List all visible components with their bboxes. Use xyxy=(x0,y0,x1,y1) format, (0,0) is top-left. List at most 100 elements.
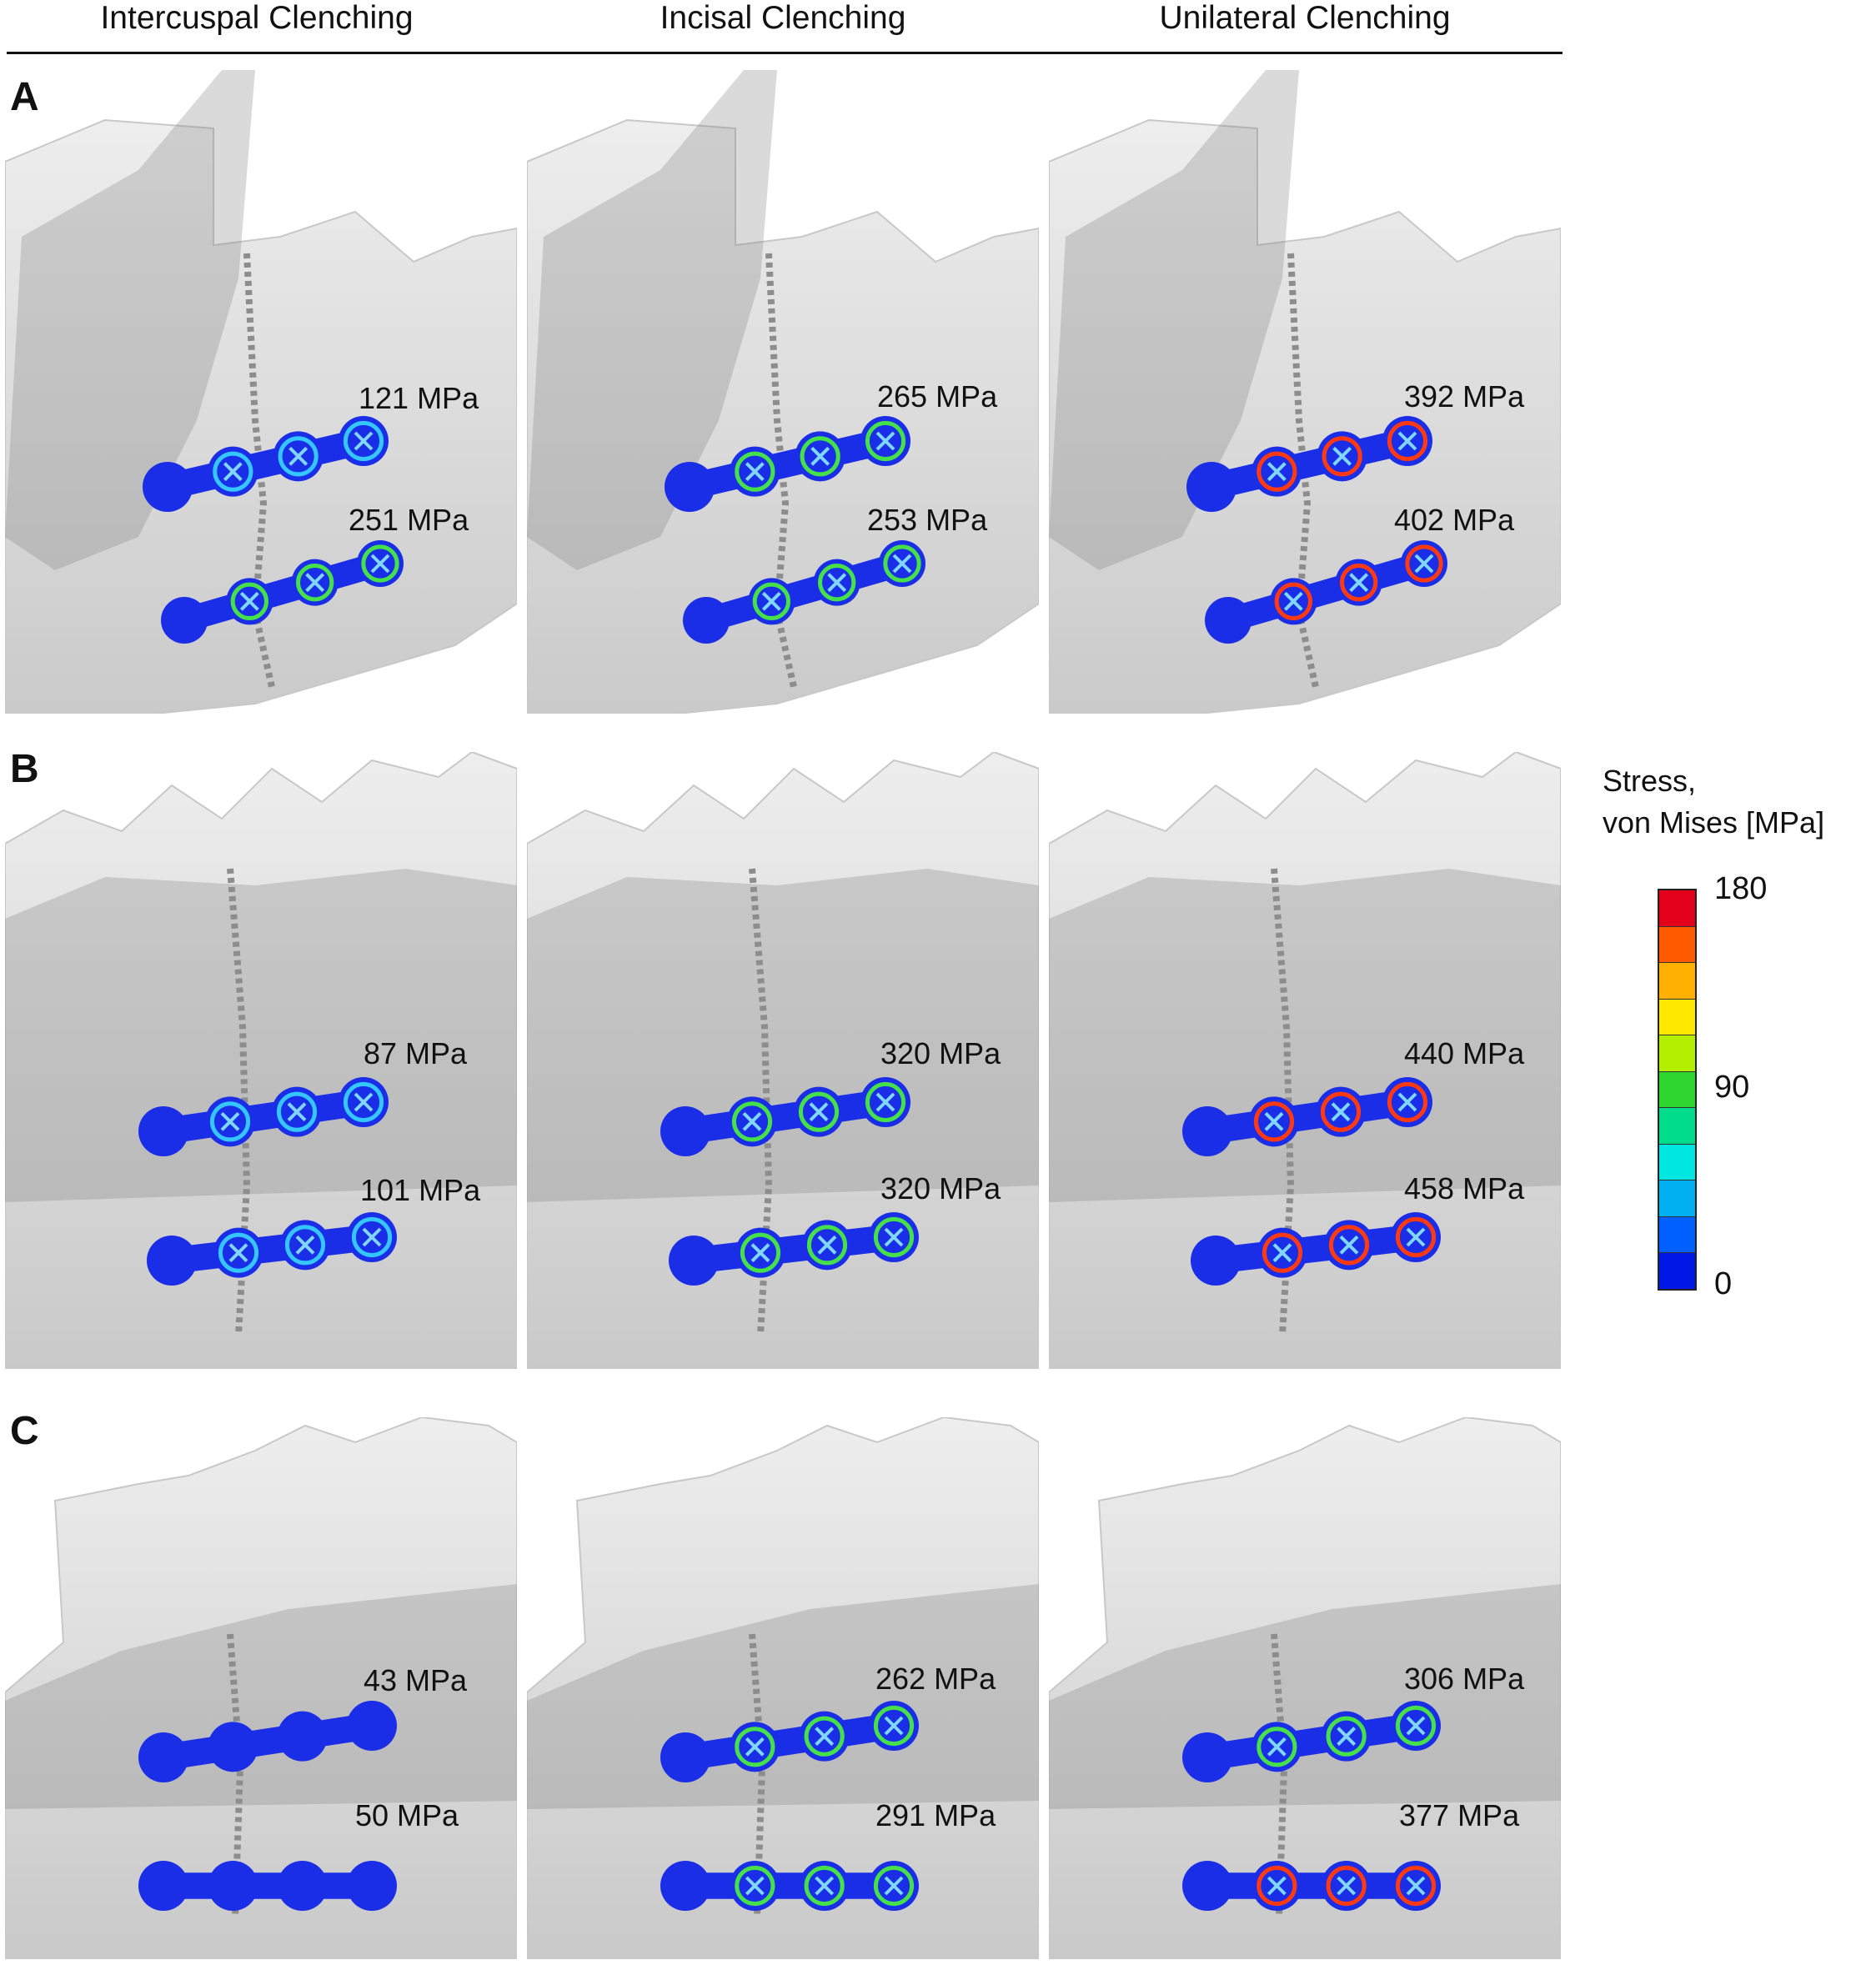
stress-label-lower: 253 MPa xyxy=(867,503,988,537)
stress-label-upper: 121 MPa xyxy=(359,381,479,415)
bone-mesh xyxy=(1049,1417,1561,1959)
upper-plate xyxy=(665,416,910,512)
stress-ring xyxy=(735,1865,775,1907)
screw-cross xyxy=(884,1876,904,1896)
lower-plate xyxy=(1182,1861,1441,1911)
stress-ring xyxy=(1387,1081,1428,1123)
legend-title-line2: von Mises [MPa] xyxy=(1603,805,1825,840)
stress-ring xyxy=(1395,1705,1437,1747)
legend-swatch xyxy=(1659,1181,1695,1217)
stress-ring xyxy=(1274,582,1312,620)
screw-cross xyxy=(810,446,830,466)
screw-cross xyxy=(239,591,259,611)
plate-hole xyxy=(161,597,208,644)
stress-label-upper: 87 MPa xyxy=(364,1036,468,1070)
lower-plate xyxy=(683,540,925,644)
stress-ring xyxy=(800,436,840,477)
stress-ring xyxy=(284,1225,326,1266)
plate-hole xyxy=(660,1861,710,1911)
stress-ring xyxy=(804,1865,845,1907)
plate-hole xyxy=(143,462,193,512)
plate-hole xyxy=(208,1861,258,1911)
plate-hole xyxy=(660,1106,710,1156)
fracture-line xyxy=(1287,253,1319,688)
screw-cross xyxy=(809,1102,829,1122)
lower-plate xyxy=(1205,540,1447,644)
plate-hole xyxy=(347,1701,397,1751)
screw-cross xyxy=(817,1235,837,1255)
upper-plate xyxy=(138,1077,389,1156)
upper-plate xyxy=(1182,1077,1432,1156)
screw-cross xyxy=(1332,446,1352,466)
plate-bar xyxy=(676,428,899,500)
fe-model-view xyxy=(1049,70,1561,714)
row-letter-c: C xyxy=(10,1409,39,1453)
screw-cross xyxy=(354,1092,374,1112)
stress-ring xyxy=(1395,1216,1437,1258)
stress-ring xyxy=(1326,1865,1367,1907)
stress-label-lower: 320 MPa xyxy=(880,1171,1001,1206)
screw-cross xyxy=(1397,1092,1417,1112)
plate-bar xyxy=(158,1224,385,1274)
panel-b-unilateral xyxy=(1049,752,1561,1369)
stress-ring xyxy=(351,1216,393,1258)
plate-hole xyxy=(660,1732,710,1782)
stress-ring xyxy=(806,1225,848,1266)
bone-mesh xyxy=(5,1417,517,1959)
stress-ring xyxy=(1328,1225,1370,1266)
stress-ring xyxy=(1322,436,1362,477)
plate-hole xyxy=(1182,1732,1232,1782)
stress-ring xyxy=(883,544,921,583)
fe-model-view xyxy=(5,1417,517,1959)
stress-label-upper: 306 MPa xyxy=(1404,1662,1525,1696)
screw-cross xyxy=(305,573,325,593)
lower-plate xyxy=(138,1861,397,1911)
screw-cross xyxy=(1264,1111,1284,1131)
legend-swatch xyxy=(1659,1144,1695,1181)
inner-bone-shadow xyxy=(5,869,517,1202)
inner-bone-shadow xyxy=(5,1584,517,1809)
screw-cross xyxy=(1267,1876,1287,1896)
legend-swatch xyxy=(1659,999,1695,1036)
inner-bone-shadow xyxy=(1049,1584,1561,1809)
stress-ring xyxy=(818,564,856,602)
plate-hole xyxy=(277,1861,328,1911)
screw-cross xyxy=(288,446,308,466)
stress-ring xyxy=(209,1101,251,1142)
fe-model-view xyxy=(5,70,517,714)
stress-ring xyxy=(804,1716,845,1757)
stress-label-lower: 458 MPa xyxy=(1404,1171,1525,1206)
panel-c-incisal xyxy=(527,1417,1039,1959)
stress-label-upper: 262 MPa xyxy=(875,1662,996,1696)
screw-cross xyxy=(815,1876,835,1896)
screw-cross xyxy=(1406,1227,1426,1247)
row-letter-b: B xyxy=(10,747,39,791)
fe-model-view xyxy=(1049,1417,1561,1959)
inner-bone-shadow xyxy=(527,70,777,570)
plate-hole xyxy=(147,1236,197,1286)
stress-ring xyxy=(1326,1716,1367,1757)
panel-c-unilateral xyxy=(1049,1417,1561,1959)
stress-ring xyxy=(873,1865,915,1907)
screw-cross xyxy=(745,1737,765,1757)
panel-b-intercuspal xyxy=(5,752,517,1369)
stress-ring xyxy=(296,564,334,602)
screw-cross xyxy=(295,1235,315,1255)
color-scale-bar xyxy=(1658,889,1697,1291)
stress-ring xyxy=(343,420,384,462)
legend-swatch xyxy=(1659,963,1695,1000)
stress-label-lower: 251 MPa xyxy=(349,503,469,537)
fracture-line xyxy=(243,253,275,688)
stress-ring xyxy=(1253,1101,1295,1142)
plate-hole xyxy=(347,1861,397,1911)
upper-plate xyxy=(138,1701,397,1782)
legend-swatch xyxy=(1659,1253,1695,1290)
plate-hole xyxy=(665,462,715,512)
legend-swatch xyxy=(1659,1216,1695,1254)
plate-bar xyxy=(1194,1712,1429,1771)
fracture-line xyxy=(765,253,797,688)
plate-hole xyxy=(1186,462,1236,512)
bone-mesh xyxy=(527,1417,1039,1959)
inner-bone-shadow xyxy=(527,1584,1039,1809)
plate-hole xyxy=(669,1236,719,1286)
